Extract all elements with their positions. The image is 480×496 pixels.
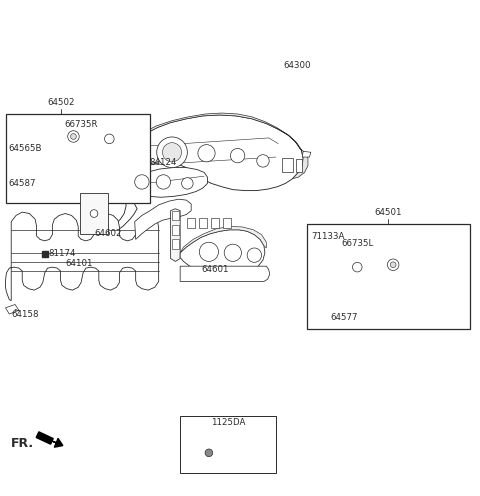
Text: 64587: 64587 (8, 179, 36, 188)
Text: 64101: 64101 (65, 259, 93, 268)
Bar (180, 416, 276, 473)
Text: 64158: 64158 (11, 310, 39, 318)
Text: 64602: 64602 (94, 229, 121, 238)
Text: 64502: 64502 (47, 98, 75, 107)
Polygon shape (293, 148, 308, 179)
Circle shape (352, 262, 362, 272)
Text: 81174: 81174 (48, 249, 76, 258)
Polygon shape (110, 217, 117, 227)
Bar (172, 225, 179, 235)
Polygon shape (180, 230, 265, 278)
Bar (80, 193, 108, 234)
FancyArrow shape (36, 432, 53, 444)
Text: 71133A: 71133A (311, 232, 344, 241)
Polygon shape (336, 243, 412, 259)
Bar (282, 158, 293, 173)
Polygon shape (170, 209, 180, 261)
Circle shape (135, 175, 149, 189)
Circle shape (224, 244, 241, 261)
Polygon shape (441, 286, 453, 296)
Circle shape (68, 131, 79, 142)
Circle shape (199, 242, 218, 261)
Bar (307, 224, 470, 329)
Polygon shape (211, 218, 219, 228)
Circle shape (90, 210, 98, 217)
Polygon shape (14, 169, 29, 181)
Circle shape (257, 155, 269, 167)
Polygon shape (302, 151, 311, 157)
Polygon shape (5, 305, 19, 314)
Bar (6, 114, 150, 202)
Circle shape (198, 145, 215, 162)
Circle shape (162, 143, 181, 162)
Polygon shape (332, 249, 434, 308)
Polygon shape (124, 128, 141, 166)
Polygon shape (117, 168, 207, 197)
Text: FR.: FR. (11, 437, 35, 450)
Polygon shape (180, 227, 266, 253)
Circle shape (181, 178, 193, 189)
Polygon shape (199, 218, 207, 228)
Text: 64565B: 64565B (8, 144, 42, 153)
Text: 64577: 64577 (330, 313, 358, 322)
Circle shape (247, 248, 262, 262)
Polygon shape (135, 199, 191, 240)
Text: 66735R: 66735R (64, 120, 98, 129)
Circle shape (205, 449, 213, 457)
Polygon shape (33, 121, 134, 180)
Circle shape (230, 148, 245, 163)
Circle shape (157, 137, 187, 168)
Polygon shape (117, 115, 303, 230)
Text: 64501: 64501 (374, 208, 402, 217)
Polygon shape (223, 218, 231, 228)
Circle shape (387, 259, 399, 270)
FancyArrow shape (50, 438, 63, 447)
Text: 64300: 64300 (283, 61, 311, 69)
Polygon shape (135, 113, 301, 150)
Bar (172, 211, 179, 220)
Text: 1125DA: 1125DA (211, 418, 245, 427)
Polygon shape (187, 218, 195, 228)
Polygon shape (12, 158, 25, 168)
Text: 64601: 64601 (202, 265, 229, 274)
Circle shape (71, 133, 76, 139)
Circle shape (156, 175, 170, 189)
Polygon shape (326, 256, 343, 295)
Bar (297, 159, 302, 173)
Bar (172, 240, 179, 249)
Polygon shape (5, 212, 158, 301)
Circle shape (105, 134, 114, 144)
Circle shape (390, 262, 396, 268)
Polygon shape (54, 115, 131, 131)
Polygon shape (180, 266, 270, 282)
Text: 66735L: 66735L (341, 239, 374, 248)
Polygon shape (438, 297, 445, 309)
Text: 84124: 84124 (149, 158, 177, 167)
